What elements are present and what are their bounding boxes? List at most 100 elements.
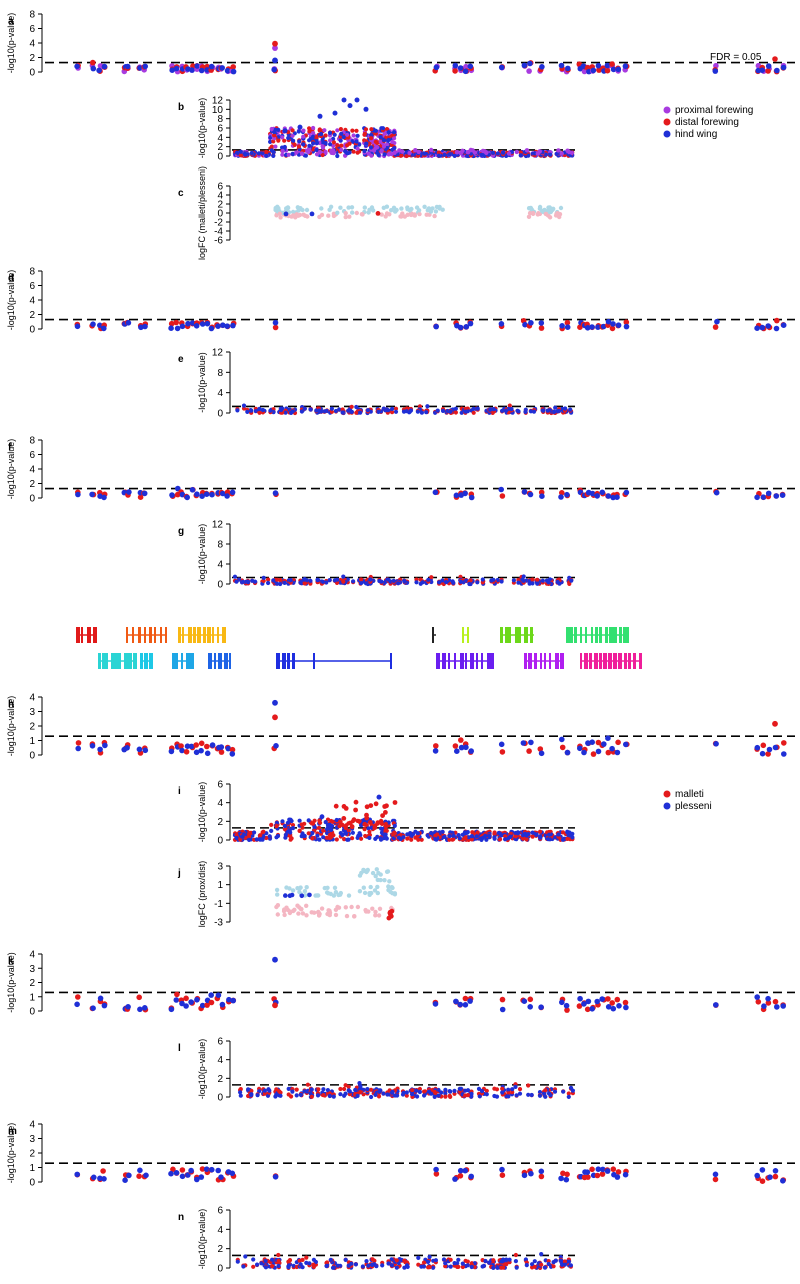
data-point (514, 1093, 519, 1098)
data-point (376, 794, 382, 800)
data-point (390, 1089, 395, 1094)
data-point (469, 1264, 474, 1270)
data-point (340, 410, 345, 415)
data-point (97, 1175, 103, 1182)
data-point (75, 745, 81, 752)
data-point (558, 1175, 564, 1182)
data-point (357, 142, 362, 147)
data-point (238, 153, 243, 158)
data-point (500, 408, 505, 413)
data-point (188, 999, 194, 1005)
data-point (311, 134, 316, 139)
data-point (373, 874, 378, 879)
data-point (203, 491, 210, 498)
data-point (323, 820, 328, 825)
data-point (581, 749, 587, 756)
data-point (353, 807, 358, 813)
data-point (90, 65, 97, 72)
data-point (300, 1257, 305, 1262)
data-point (373, 801, 379, 807)
data-point (322, 409, 327, 414)
data-point (290, 409, 295, 414)
data-point (327, 822, 332, 828)
data-point (347, 820, 353, 826)
data-point (204, 750, 211, 757)
data-point (535, 581, 540, 586)
data-point (601, 741, 607, 747)
data-point (97, 995, 104, 1002)
y-tick-label-c: -2 (214, 218, 223, 229)
data-point (376, 870, 381, 876)
y-tick-label-e: 12 (212, 348, 224, 359)
data-point (275, 581, 280, 586)
panel-m: m 0 1 2 3 4 -log10(p-value) (6, 1120, 795, 1189)
data-point (491, 1258, 496, 1263)
data-point (385, 1092, 390, 1097)
data-points-h (75, 699, 787, 757)
data-point (358, 410, 363, 415)
data-point (765, 995, 771, 1002)
data-point (288, 578, 293, 583)
data-point (272, 1174, 279, 1180)
data-point (517, 1087, 523, 1092)
data-point (560, 837, 566, 842)
data-point (352, 914, 357, 919)
data-points-e (235, 403, 574, 416)
data-point (193, 742, 199, 748)
data-point (521, 578, 526, 583)
data-point (434, 204, 440, 210)
data-point (558, 205, 564, 211)
data-point (459, 410, 464, 415)
data-point (609, 745, 615, 752)
y-tick-label-b: 2 (217, 142, 223, 153)
data-point (89, 491, 95, 498)
data-point (188, 1167, 194, 1174)
data-point (338, 890, 343, 896)
data-point (490, 150, 496, 155)
data-point (378, 135, 383, 140)
panel-label-i: i (178, 786, 181, 797)
data-point (350, 836, 355, 841)
data-point (234, 835, 239, 841)
data-point (361, 868, 366, 873)
data-point (297, 124, 303, 130)
data-point (321, 1093, 326, 1098)
data-point (339, 131, 344, 136)
data-point (346, 1084, 351, 1089)
data-point (274, 835, 279, 840)
data-point (526, 1083, 531, 1088)
data-point (344, 913, 350, 919)
data-point (469, 834, 474, 839)
data-point (326, 908, 331, 913)
data-point (370, 906, 375, 911)
data-point (340, 832, 345, 838)
data-point (260, 407, 265, 413)
data-point (622, 1171, 629, 1178)
data-point (351, 149, 356, 154)
data-point (527, 211, 533, 216)
data-point (304, 1255, 309, 1260)
data-point (615, 739, 621, 746)
data-point (558, 1258, 563, 1263)
data-point (252, 830, 257, 835)
panel-label-d: d (8, 273, 14, 284)
data-point (218, 1174, 224, 1180)
data-point (198, 740, 205, 747)
y-axis-label-i: -log10(p-value) (197, 782, 207, 843)
data-point (422, 204, 427, 209)
data-point (310, 821, 316, 826)
data-point (714, 318, 720, 325)
data-point (335, 1263, 340, 1268)
data-point (251, 1264, 256, 1269)
data-point (772, 56, 778, 62)
data-point (255, 1262, 260, 1267)
data-point (539, 1262, 544, 1267)
data-point (562, 1259, 568, 1264)
data-point (569, 150, 575, 155)
data-point (515, 831, 520, 836)
data-point (501, 150, 506, 155)
data-point (75, 994, 81, 1000)
data-point (615, 322, 622, 329)
data-point (766, 746, 773, 753)
data-point (439, 1090, 444, 1095)
